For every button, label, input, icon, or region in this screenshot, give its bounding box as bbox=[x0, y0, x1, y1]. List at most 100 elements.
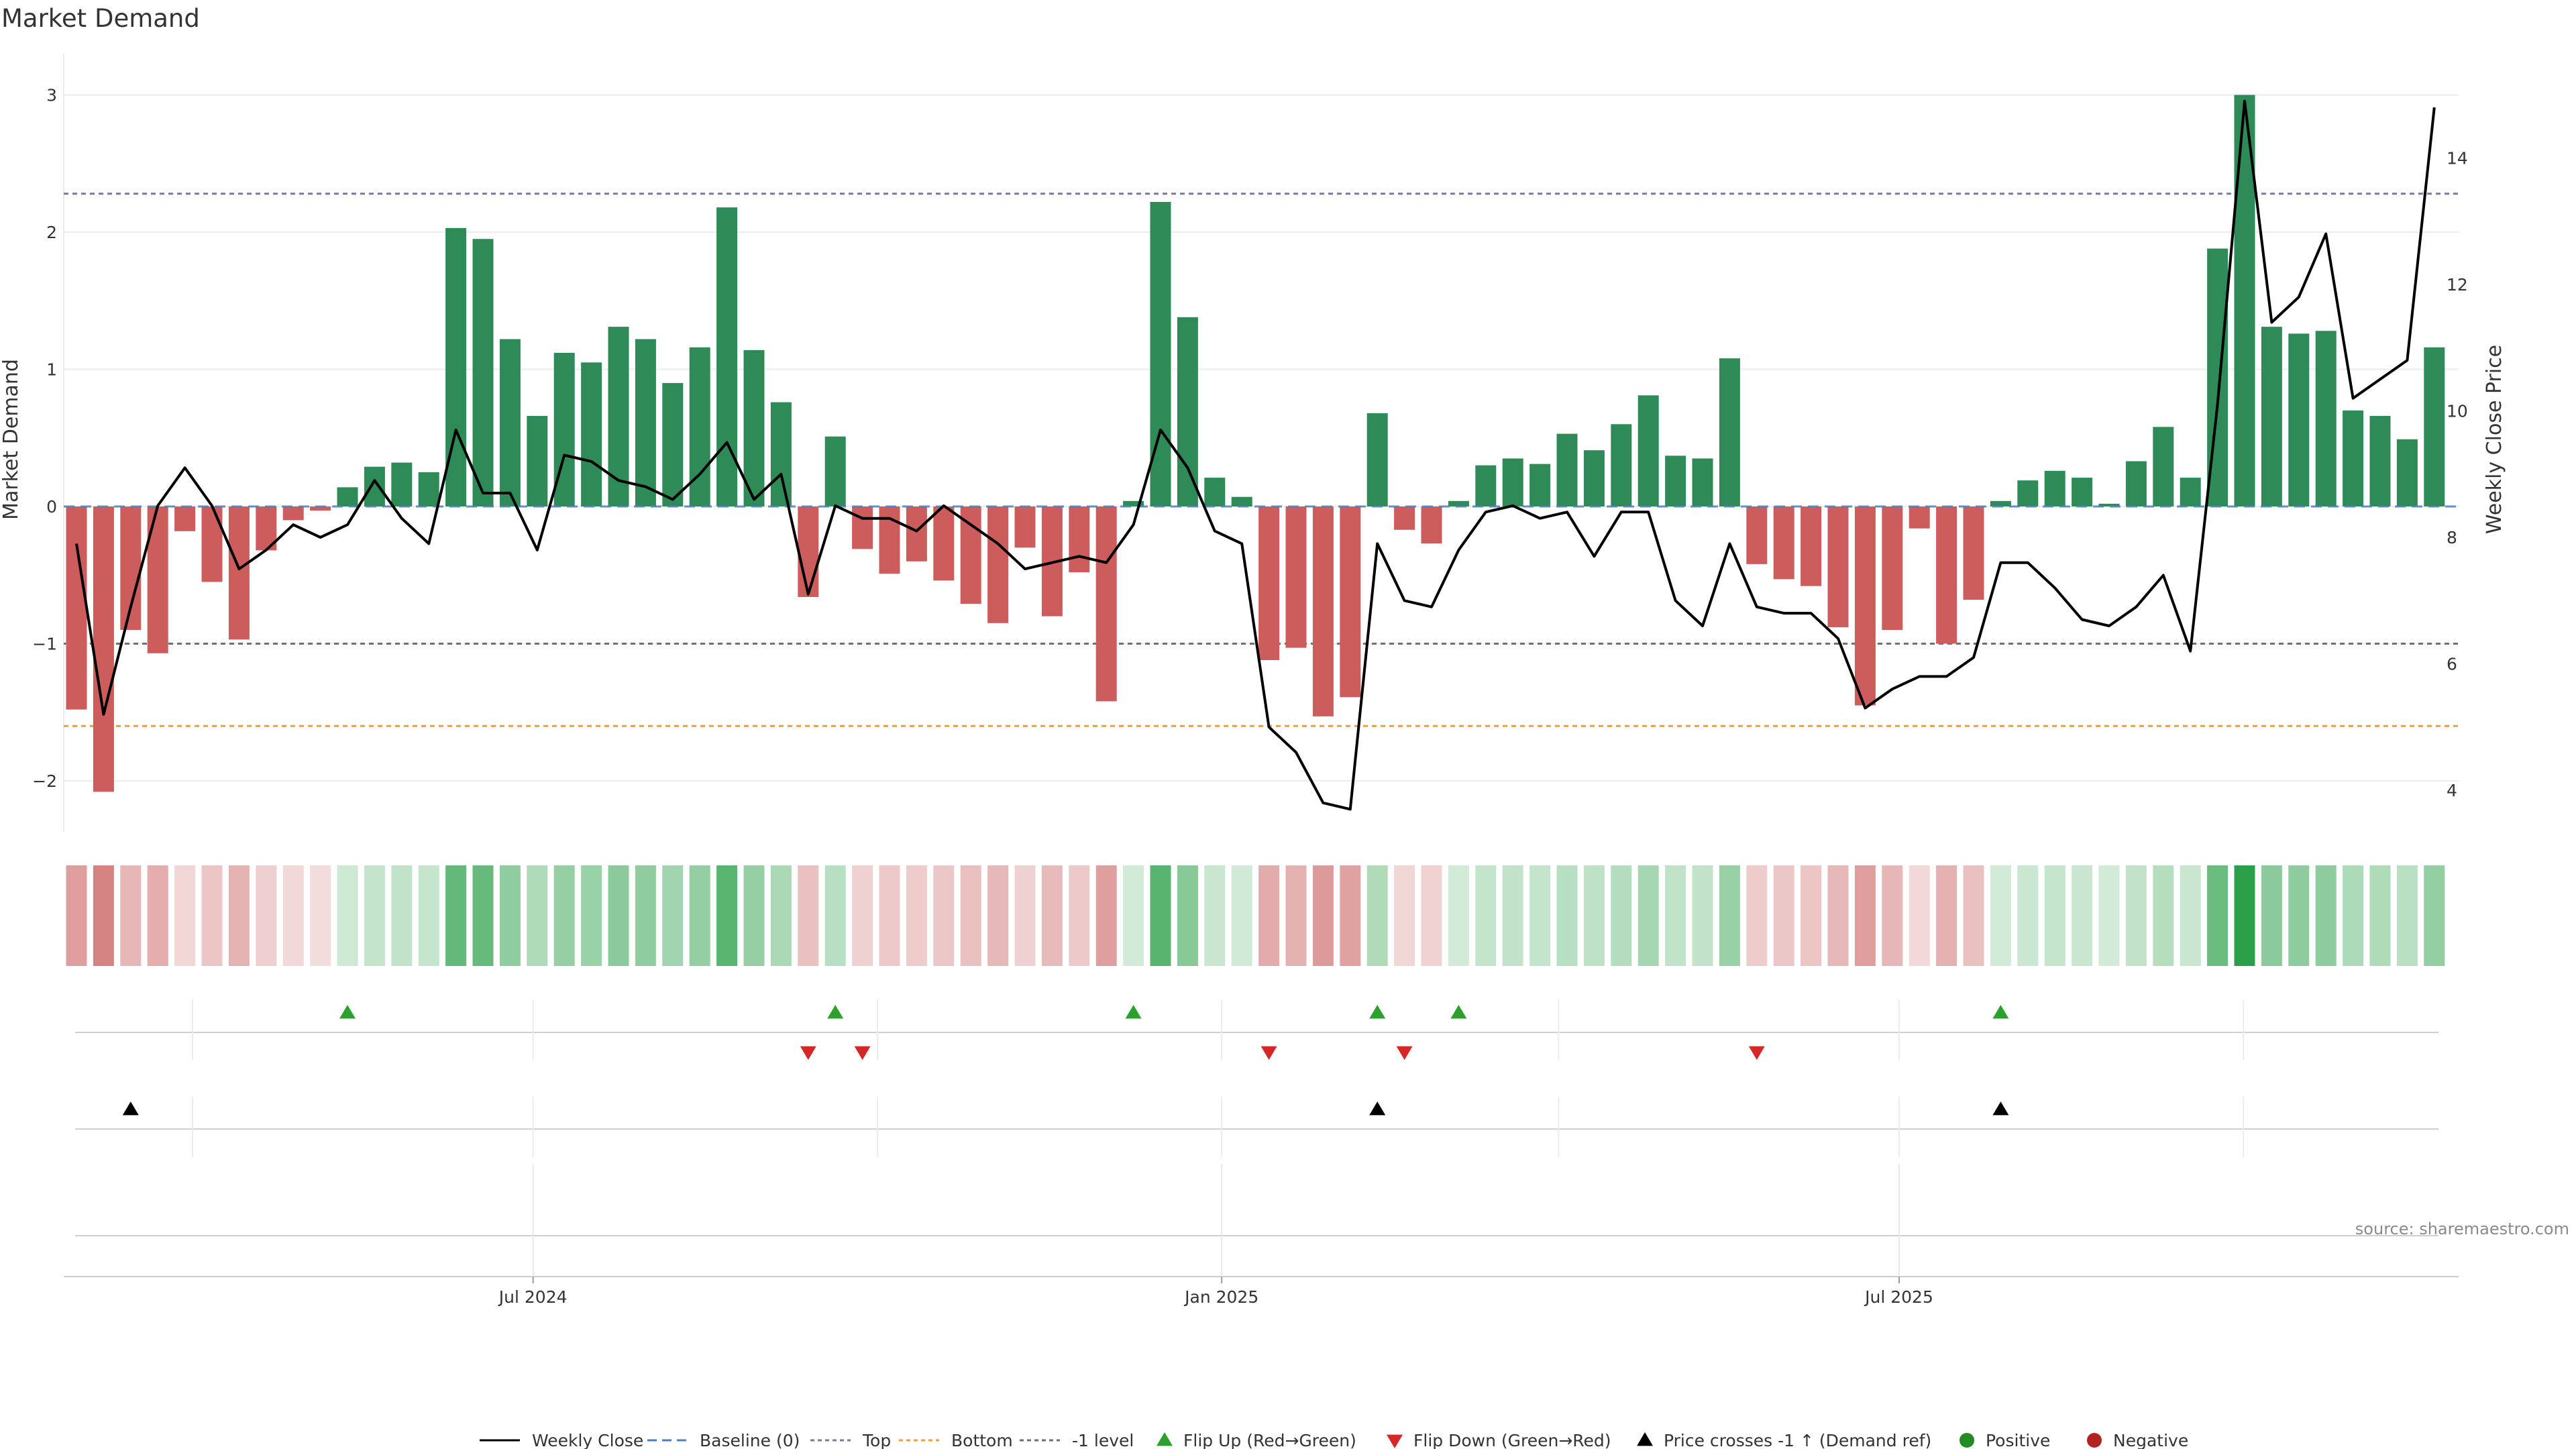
heat-cell bbox=[147, 865, 168, 966]
y-tick-label: 0 bbox=[46, 497, 57, 517]
demand-bar bbox=[852, 506, 873, 549]
heat-cell bbox=[228, 865, 250, 966]
demand-bar bbox=[337, 487, 358, 506]
legend-label: Flip Up (Red→Green) bbox=[1183, 1431, 1356, 1449]
y2-tick-label: 14 bbox=[2447, 149, 2468, 168]
demand-bar bbox=[1801, 506, 1822, 586]
y2-tick-label: 12 bbox=[2447, 275, 2468, 294]
legend-swatch-marker bbox=[1637, 1432, 1653, 1446]
demand-bar bbox=[960, 506, 981, 604]
heat-cell bbox=[2369, 865, 2391, 966]
legend-label: Baseline (0) bbox=[700, 1431, 800, 1449]
demand-bar bbox=[933, 506, 955, 581]
heat-cell bbox=[364, 865, 385, 966]
demand-bar bbox=[282, 506, 304, 521]
demand-bar bbox=[879, 506, 900, 574]
heat-cell bbox=[2180, 865, 2201, 966]
price-cross-marker bbox=[1369, 1102, 1386, 1116]
demand-bar bbox=[2180, 478, 2201, 506]
demand-bar bbox=[2396, 439, 2418, 506]
heat-cell bbox=[1909, 865, 1930, 966]
demand-bar bbox=[581, 362, 602, 506]
heat-cell bbox=[1638, 865, 1659, 966]
heat-cell bbox=[1827, 865, 1849, 966]
heat-cell bbox=[553, 865, 575, 966]
demand-bar bbox=[364, 466, 385, 506]
heat-cell bbox=[960, 865, 981, 966]
demand-bar bbox=[1502, 458, 1523, 506]
heat-cell bbox=[2424, 865, 2445, 966]
heat-cell bbox=[635, 865, 656, 966]
demand-bar bbox=[1448, 500, 1469, 506]
heat-cell bbox=[1312, 865, 1334, 966]
demand-bar bbox=[1665, 455, 1686, 506]
heat-cell bbox=[472, 865, 494, 966]
price-cross-marker bbox=[1992, 1102, 2009, 1116]
heat-cell bbox=[1936, 865, 1957, 966]
y2-tick-label: 8 bbox=[2447, 528, 2457, 547]
heat-cell bbox=[1177, 865, 1198, 966]
demand-bar bbox=[1285, 506, 1307, 648]
demand-bar bbox=[1719, 358, 1740, 506]
heat-cell bbox=[1692, 865, 1713, 966]
flip-down-marker bbox=[1396, 1046, 1413, 1060]
price-cross-marker bbox=[122, 1102, 139, 1116]
demand-bar bbox=[2369, 416, 2391, 506]
demand-bar bbox=[2315, 331, 2337, 506]
heat-cell bbox=[1882, 865, 1903, 966]
demand-bar bbox=[1366, 413, 1388, 506]
heat-cell bbox=[689, 865, 710, 966]
legend-label: Positive bbox=[1986, 1431, 2050, 1449]
demand-bar bbox=[1421, 506, 1442, 544]
heat-cell bbox=[2153, 865, 2174, 966]
heat-cell bbox=[1231, 865, 1252, 966]
heat-cell bbox=[174, 865, 196, 966]
demand-bar bbox=[1475, 465, 1497, 506]
demand-bar bbox=[472, 239, 494, 506]
flip-up-marker bbox=[339, 1005, 356, 1019]
flip-up-marker bbox=[1992, 1005, 2009, 1019]
y-axis-title: Market Demand bbox=[0, 359, 23, 520]
demand-bar bbox=[1204, 478, 1226, 506]
demand-bar bbox=[1882, 506, 1903, 631]
demand-bar bbox=[2044, 470, 2065, 506]
demand-bar bbox=[310, 506, 331, 511]
y-tick-label: −1 bbox=[32, 635, 57, 654]
demand-bar bbox=[2017, 480, 2039, 506]
y-tick-label: −2 bbox=[32, 771, 57, 791]
heat-cell bbox=[824, 865, 846, 966]
heat-cell bbox=[2072, 865, 2093, 966]
heat-cell bbox=[743, 865, 765, 966]
x-tick-label: Jul 2025 bbox=[1864, 1287, 1933, 1307]
x-tick-label: Jul 2024 bbox=[498, 1287, 568, 1307]
heat-cell bbox=[1556, 865, 1578, 966]
flip-up-marker bbox=[1125, 1005, 1142, 1019]
heat-cell bbox=[1611, 865, 1632, 966]
demand-bar bbox=[201, 506, 223, 582]
legend-swatch-dot bbox=[1960, 1433, 1974, 1448]
demand-bar bbox=[1394, 506, 1415, 530]
heat-cell bbox=[1448, 865, 1469, 966]
heat-cell bbox=[1801, 865, 1822, 966]
demand-bar bbox=[66, 506, 87, 710]
demand-bar bbox=[987, 506, 1009, 623]
heat-cell bbox=[256, 865, 277, 966]
heat-cell bbox=[1069, 865, 1090, 966]
demand-bar bbox=[1340, 506, 1361, 698]
heat-cell bbox=[1990, 865, 2011, 966]
demand-bar bbox=[2343, 410, 2364, 506]
heat-cell bbox=[391, 865, 413, 966]
demand-bar bbox=[1556, 433, 1578, 506]
x-axis: Jul 2024 Jan 2025 Jul 2025 bbox=[64, 1164, 2459, 1307]
heat-cell bbox=[1475, 865, 1497, 966]
y2-tick-label: 10 bbox=[2447, 402, 2468, 421]
demand-bar bbox=[1069, 506, 1090, 573]
heat-cell bbox=[445, 865, 467, 966]
heat-cell bbox=[337, 865, 358, 966]
legend-label: Weekly Close bbox=[532, 1431, 643, 1449]
demand-bar bbox=[1123, 500, 1144, 506]
heat-cell bbox=[66, 865, 87, 966]
heat-cell bbox=[1583, 865, 1605, 966]
heat-cell bbox=[1340, 865, 1361, 966]
demand-bar bbox=[1177, 317, 1198, 506]
